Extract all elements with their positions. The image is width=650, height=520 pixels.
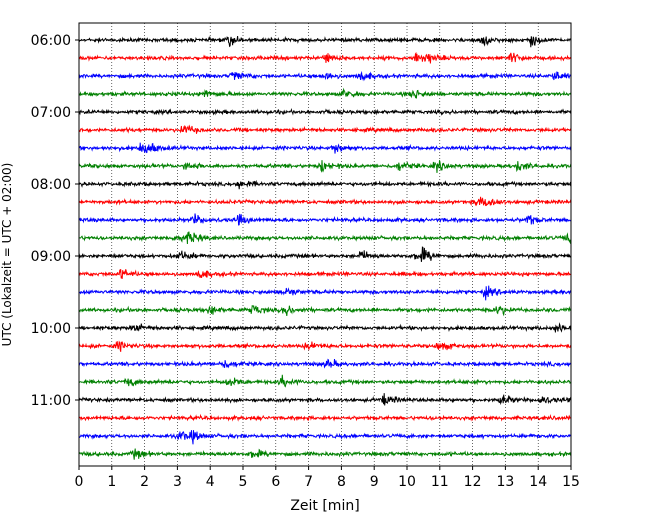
seismic-trace <box>78 358 572 369</box>
seismic-trace <box>78 70 572 82</box>
seismic-trace <box>78 196 572 207</box>
y-tick-label: 07:00 <box>31 105 71 121</box>
seismic-trace <box>78 269 572 279</box>
x-tick-label: 6 <box>271 474 280 490</box>
plot-frame <box>78 22 572 467</box>
x-tick-label: 2 <box>140 474 149 490</box>
x-tick-label: 9 <box>370 474 379 490</box>
x-tick-label: 0 <box>75 474 84 490</box>
x-tick-label: 8 <box>337 474 346 490</box>
y-tick-label: 09:00 <box>31 249 71 265</box>
seismic-trace <box>78 430 572 445</box>
seismic-trace <box>78 413 572 422</box>
x-tick-label: 14 <box>529 474 547 490</box>
y-tick-label: 11:00 <box>31 393 71 409</box>
seismic-trace <box>78 340 572 352</box>
y-tick-label: 08:00 <box>31 177 71 193</box>
y-axis-ticks: 06:00 07:00 08:00 09:00 10:00 11:00 <box>31 33 79 409</box>
x-tick-label: 3 <box>173 474 182 490</box>
seismic-trace <box>78 51 572 64</box>
seismic-trace <box>78 35 572 48</box>
y-tick-label: 06:00 <box>31 33 71 49</box>
seismic-trace <box>78 374 572 388</box>
x-tick-label: 11 <box>431 474 449 490</box>
seismic-trace <box>78 246 572 262</box>
x-axis-ticks: 0 1 2 3 4 5 6 7 8 9 10 11 12 13 14 15 <box>75 466 580 490</box>
x-tick-label: 10 <box>398 474 416 490</box>
seismic-trace <box>78 393 572 406</box>
seismic-trace <box>78 124 572 135</box>
x-tick-label: 7 <box>304 474 313 490</box>
trace-group <box>78 35 572 460</box>
x-tick-label: 13 <box>496 474 514 490</box>
seismic-trace <box>78 179 572 190</box>
seismic-trace <box>78 160 572 173</box>
seismic-trace <box>78 107 572 116</box>
x-tick-label: 5 <box>239 474 248 490</box>
y-tick-label: 10:00 <box>31 321 71 337</box>
seismic-trace <box>78 142 572 154</box>
x-tick-label: 1 <box>107 474 116 490</box>
x-tick-label: 12 <box>464 474 482 490</box>
x-tick-label: 4 <box>206 474 215 490</box>
grid-lines <box>111 23 539 466</box>
x-axis-label: Zeit [min] <box>290 498 359 514</box>
seismic-trace <box>78 322 572 333</box>
seismic-trace <box>78 213 572 226</box>
y-axis-label: UTC (Lokalzeit = UTC + 02:00) <box>0 163 14 347</box>
seismic-trace <box>78 87 572 99</box>
seismic-trace <box>78 304 572 317</box>
seismic-trace <box>78 285 572 301</box>
seismic-trace <box>78 448 572 460</box>
x-tick-label: 15 <box>562 474 580 490</box>
seismic-trace <box>78 231 572 245</box>
